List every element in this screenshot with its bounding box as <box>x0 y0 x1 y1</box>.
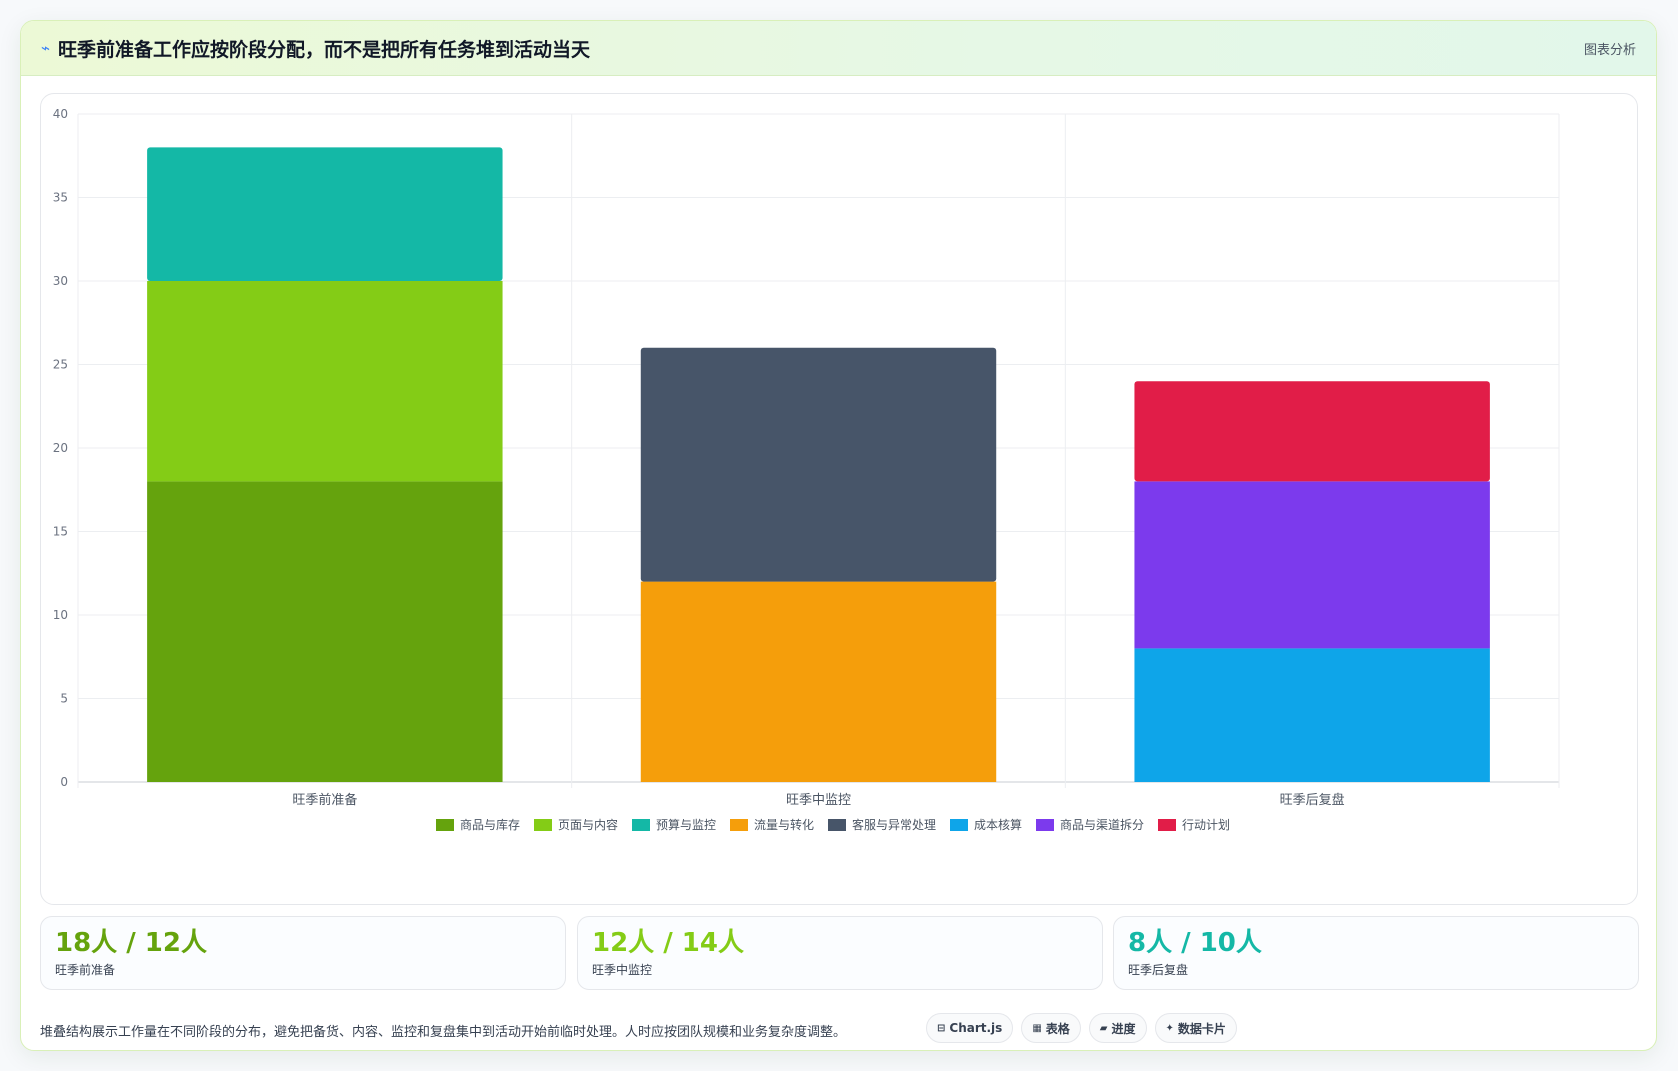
footer-note: 堆叠结构展示工作量在不同阶段的分布，避免把备货、内容、监控和复盘集中到活动开始前… <box>40 1025 847 1040</box>
chart-panel: 0 5 10 15 20 25 30 35 40 旺季前准备 旺季中监控 旺季后复盘商品与库存 页面与内… <box>40 93 1638 905</box>
stat-label: 旺季中监控 <box>592 963 653 977</box>
x-tick-label: 旺季中监控 <box>786 793 851 808</box>
legend-label: 商品与渠道拆分 <box>1060 817 1144 832</box>
chart-card: ⌁ 旺季前准备工作应按阶段分配，而不是把所有任务堆到活动当天 图表分析 0 5 10… <box>20 20 1657 1051</box>
stat-card-post: 8人 / 10人 旺季后复盘 <box>1113 916 1639 990</box>
legend-label: 商品与库存 <box>460 817 520 832</box>
bar-segment <box>1134 648 1490 782</box>
bar-segment <box>147 281 503 482</box>
y-tick-label: 15 <box>53 525 68 539</box>
chip-list: ⊟ Chart.js ▦ 表格 ▰ 进度 ✦ 数据卡片 <box>926 1013 1237 1043</box>
chip-label: 表格 <box>1045 1021 1070 1036</box>
y-tick-label: 10 <box>53 608 68 622</box>
chip-label: Chart.js <box>949 1021 1003 1035</box>
y-tick-label: 0 <box>60 775 68 789</box>
chart-icon: ⊟ <box>937 1022 946 1034</box>
stat-value: 8人 / 10人 <box>1128 928 1262 958</box>
stat-label: 旺季前准备 <box>55 963 116 977</box>
bar-segment <box>1134 481 1490 649</box>
bar-segment <box>147 481 503 782</box>
legend-swatch <box>1158 819 1176 831</box>
y-tick-label: 30 <box>53 274 68 288</box>
y-tick-label: 20 <box>53 441 68 455</box>
legend-label: 流量与转化 <box>754 817 814 832</box>
bar-segment <box>640 347 997 582</box>
bar-segment <box>147 147 503 281</box>
chip-table[interactable]: ▦ 表格 <box>1021 1013 1081 1043</box>
chart-analysis-tag[interactable]: 图表分析 <box>1583 42 1636 58</box>
bar-segment <box>640 581 997 782</box>
card-header: ⌁ 旺季前准备工作应按阶段分配，而不是把所有任务堆到活动当天 图表分析 <box>21 21 1656 76</box>
legend-label: 成本核算 <box>974 817 1022 832</box>
legend-label: 预算与监控 <box>656 817 716 832</box>
bar-segment <box>1134 381 1490 482</box>
legend-swatch <box>828 819 846 831</box>
x-tick-label: 旺季后复盘 <box>1280 792 1345 808</box>
legend-swatch <box>730 819 748 831</box>
y-tick-label: 40 <box>53 107 68 121</box>
page-title: 旺季前准备工作应按阶段分配，而不是把所有任务堆到活动当天 <box>58 38 591 61</box>
legend-swatch <box>950 819 968 831</box>
chip-chartjs[interactable]: ⊟ Chart.js <box>926 1013 1014 1043</box>
legend-swatch <box>632 819 650 831</box>
progress-icon: ▰ <box>1099 1022 1108 1034</box>
chip-label: 进度 <box>1111 1021 1136 1036</box>
stat-value: 12人 / 14人 <box>592 928 744 958</box>
legend-swatch <box>534 819 552 831</box>
sparkle-icon: ✦ <box>1165 1022 1174 1034</box>
legend-label: 行动计划 <box>1182 818 1230 832</box>
y-tick-label: 25 <box>53 358 68 372</box>
trend-icon: ⌁ <box>41 39 51 57</box>
chip-label: 数据卡片 <box>1177 1021 1226 1036</box>
stat-card-during: 12人 / 14人 旺季中监控 <box>577 916 1103 990</box>
table-icon: ▦ <box>1032 1022 1042 1034</box>
x-tick-label: 旺季前准备 <box>292 792 357 808</box>
stat-value: 18人 / 12人 <box>55 928 207 958</box>
stat-card-pre: 18人 / 12人 旺季前准备 <box>40 916 566 990</box>
chip-data-cards[interactable]: ✦ 数据卡片 <box>1154 1013 1237 1043</box>
y-tick-label: 5 <box>60 692 68 706</box>
legend-label: 客服与异常处理 <box>852 817 936 832</box>
chip-progress[interactable]: ▰ 进度 <box>1088 1013 1147 1043</box>
legend-swatch <box>1036 819 1054 831</box>
legend-swatch <box>436 819 454 831</box>
legend-label: 页面与内容 <box>558 817 618 832</box>
stat-label: 旺季后复盘 <box>1128 963 1189 977</box>
y-tick-label: 35 <box>53 191 68 205</box>
